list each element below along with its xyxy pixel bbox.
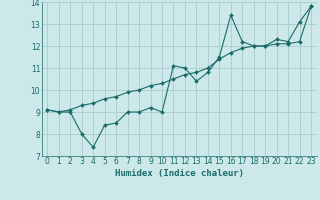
X-axis label: Humidex (Indice chaleur): Humidex (Indice chaleur) bbox=[115, 169, 244, 178]
